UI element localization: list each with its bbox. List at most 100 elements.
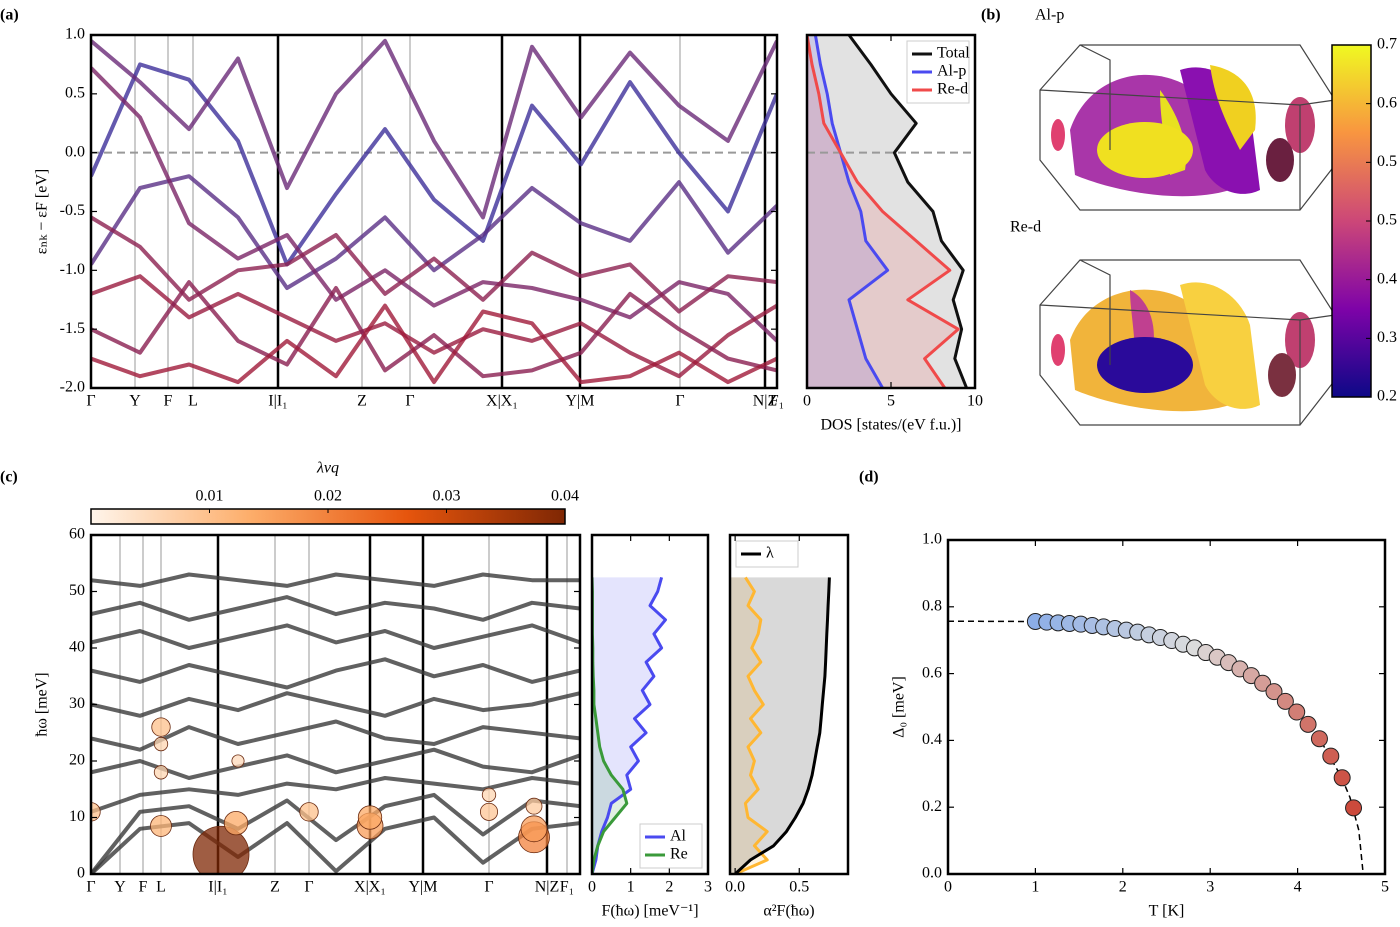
band-line xyxy=(91,280,777,379)
plot-area xyxy=(592,577,667,874)
x-tick-label: 3 xyxy=(1206,879,1214,896)
y-tick-label: 0.0 xyxy=(65,143,85,160)
data-point xyxy=(1276,692,1294,710)
x-axis-label: α²F(ħω) xyxy=(763,903,814,920)
x-tick-label: F₁ xyxy=(770,393,784,410)
coupling-bubble xyxy=(481,787,497,803)
colorbar-tick-label: 0.5 xyxy=(1377,212,1397,229)
x-tick-label: F xyxy=(164,393,173,410)
x-tick-label: Γ xyxy=(304,879,313,896)
panel-label: (d) xyxy=(859,469,879,486)
y-tick-label: -2.0 xyxy=(60,379,85,396)
y-tick-label: 1.0 xyxy=(922,531,942,548)
area-fill xyxy=(592,577,666,874)
coupling-bubble xyxy=(479,802,499,821)
y-tick-label: 0.5 xyxy=(65,85,85,102)
y-tick-label: 0 xyxy=(77,865,85,882)
legend-label: Re-d xyxy=(937,81,968,98)
x-tick-label: L xyxy=(188,393,198,410)
area-fill xyxy=(730,577,830,874)
plot-area xyxy=(91,535,580,874)
x-tick-label: 0 xyxy=(944,879,952,896)
x-axis-label: T [K] xyxy=(1149,903,1185,920)
fermi-surface-label: Al-p xyxy=(1035,7,1064,24)
plot-area xyxy=(948,612,1364,874)
area-fill xyxy=(807,35,967,388)
legend-label: Al-p xyxy=(937,63,966,80)
plot-area xyxy=(91,35,777,388)
x-tick-label: 3 xyxy=(704,879,712,896)
band-line xyxy=(91,792,580,874)
x-tick-label: L xyxy=(156,879,166,896)
x-tick-label: Γ xyxy=(675,393,684,410)
colorbar-tick-label: 0.01 xyxy=(196,488,224,505)
plot-frame xyxy=(590,533,710,876)
band-line xyxy=(91,815,580,874)
fermi-surface-al xyxy=(1039,44,1336,211)
y-axis-label: ħω [meV] xyxy=(34,672,51,736)
colorbar-tick-label: 0.4 xyxy=(1377,270,1397,287)
coupling-bubble xyxy=(153,736,169,752)
x-tick-label: Z xyxy=(270,879,280,896)
band-line xyxy=(91,595,580,622)
colorbar-tick-label: 0.7 xyxy=(1377,36,1397,53)
x-tick-label: N|Z xyxy=(535,879,560,896)
band-line xyxy=(91,215,777,314)
y-tick-label: 0.6 xyxy=(922,664,942,681)
x-tick-label: 5 xyxy=(887,393,895,410)
x-tick-label: Y|M xyxy=(566,393,595,410)
legend-box xyxy=(639,823,703,869)
data-point xyxy=(1288,703,1306,721)
x-tick-label: X|X₁ xyxy=(354,879,386,896)
x-tick-label: 5 xyxy=(1381,879,1389,896)
band-line xyxy=(91,38,777,220)
colorbar xyxy=(1331,44,1372,398)
coupling-bubble xyxy=(91,802,101,822)
colorbar-tick-label: 0.5 xyxy=(1377,153,1397,170)
y-tick-label: 0.0 xyxy=(922,865,942,882)
coupling-bubble xyxy=(525,797,543,815)
coupling-bubble xyxy=(520,815,548,843)
y-tick-label: 10 xyxy=(69,808,85,825)
coupling-bubble xyxy=(153,765,169,780)
x-tick-label: Γ xyxy=(484,879,493,896)
legend-label: λ xyxy=(766,545,774,562)
x-tick-label: 4 xyxy=(1294,879,1302,896)
y-tick-label: 20 xyxy=(69,752,85,769)
y-axis-label: Δ₀ [meV] xyxy=(891,676,908,738)
band-line xyxy=(91,776,580,814)
x-tick-label: 0.0 xyxy=(725,879,745,896)
panel-label: (a) xyxy=(0,7,19,24)
x-tick-label: 2 xyxy=(665,879,673,896)
y-tick-label: 0.8 xyxy=(922,597,942,614)
x-tick-label: 1 xyxy=(1031,879,1039,896)
band-line xyxy=(91,747,580,780)
band-line xyxy=(91,174,777,290)
y-tick-label: -1.0 xyxy=(60,261,85,278)
fit-line xyxy=(948,620,1364,874)
x-tick-label: F xyxy=(139,879,148,896)
colorbar-tick-label: 0.04 xyxy=(551,488,579,505)
y-tick-label: 60 xyxy=(69,526,85,543)
coupling-bubble xyxy=(231,754,245,768)
legend-label: Total xyxy=(937,45,970,62)
data-point xyxy=(1345,799,1363,817)
colorbar-tick-label: 0.3 xyxy=(1377,329,1397,346)
band-line xyxy=(91,719,580,752)
x-tick-label: 0.5 xyxy=(789,879,809,896)
y-tick-label: -1.5 xyxy=(60,320,85,337)
plot-area xyxy=(730,576,831,874)
coupling-bubble xyxy=(150,815,172,837)
data-point xyxy=(1333,769,1351,787)
y-axis-label: εₙₖ − εF [eV] xyxy=(34,169,51,254)
y-tick-label: 40 xyxy=(69,639,85,656)
series-line xyxy=(847,35,968,388)
colorbar-label: λνq xyxy=(316,460,339,477)
x-tick-label: Y xyxy=(129,393,141,410)
coupling-bubble xyxy=(192,825,250,874)
x-tick-label: Y|M xyxy=(409,879,438,896)
data-point xyxy=(1310,730,1328,748)
band-line xyxy=(91,691,580,718)
band-line xyxy=(91,623,580,650)
band-line xyxy=(91,572,580,588)
